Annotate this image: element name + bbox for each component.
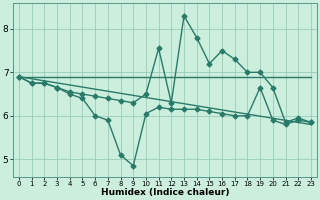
X-axis label: Humidex (Indice chaleur): Humidex (Indice chaleur) [101,188,229,197]
